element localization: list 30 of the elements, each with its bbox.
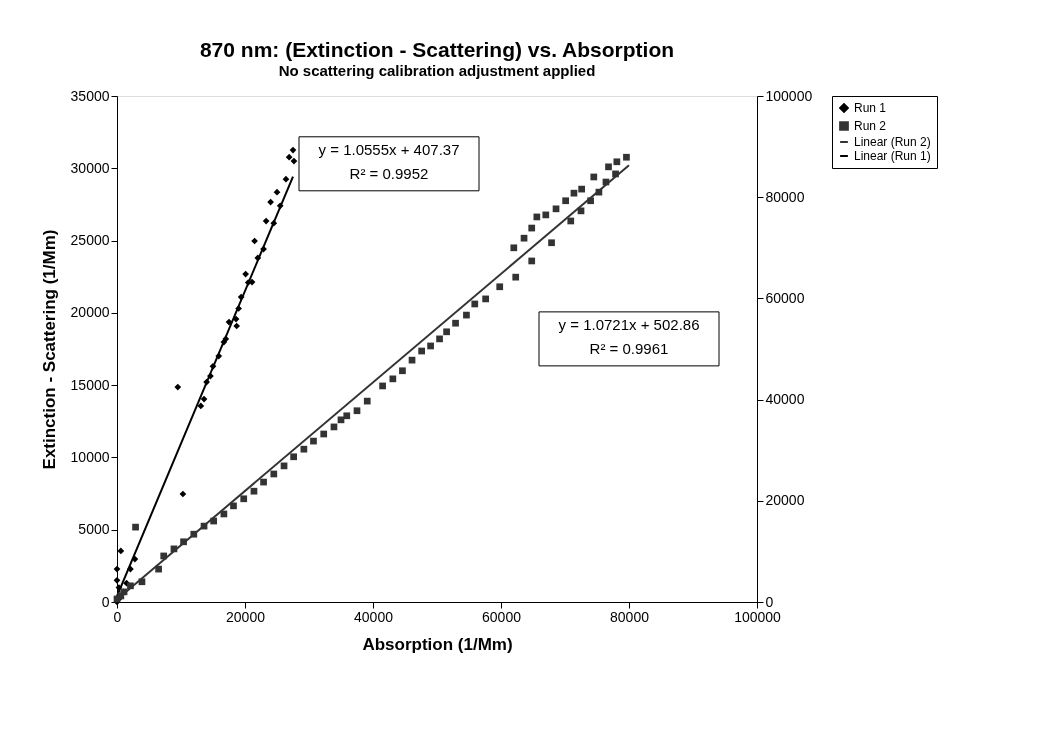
x-axis-title: Absorption (1/Mm) (362, 634, 513, 654)
y-tick-label: 15000 (70, 376, 110, 393)
y-tick-label: 30000 (70, 159, 110, 176)
legend-label: Run 1 (854, 101, 887, 115)
y-tick-label: 0 (101, 593, 110, 610)
x-tick-label: 20000 (226, 608, 266, 625)
x-tick-label: 100000 (734, 608, 782, 625)
x-tick-label: 0 (113, 608, 122, 625)
x-tick-label: 80000 (610, 608, 650, 625)
y-tick-label: 35000 (70, 87, 110, 104)
legend-label: Linear (Run 1) (854, 149, 931, 163)
y2-tick-label: 0 (765, 593, 774, 610)
x-tick-label: 60000 (482, 608, 522, 625)
y-tick-label: 10000 (70, 448, 110, 465)
y2-tick-label: 100000 (765, 87, 813, 104)
y-tick-label: 20000 (70, 304, 110, 321)
chart-title: 870 nm: (Extinction - Scattering) vs. Absorption (199, 38, 675, 61)
y2-tick-label: 80000 (765, 188, 805, 205)
y-axis-title: Extinction - Scattering (1/Mm) (39, 229, 59, 470)
legend-label: Linear (Run 2) (854, 135, 931, 149)
annotation: y = 1.0721x + 502.86 R² = 0.9961 (558, 315, 700, 357)
y-tick-label: 5000 (78, 521, 110, 538)
legend-label: Run 2 (854, 119, 887, 133)
y2-tick-label: 60000 (765, 289, 805, 306)
y-tick-label: 25000 (70, 232, 110, 249)
annotation: y = 1.0555x + 407.37 R² = 0.9952 (318, 140, 460, 182)
y2-tick-label: 40000 (765, 391, 805, 408)
y2-tick-label: 20000 (765, 492, 805, 509)
chart-subtitle: No scattering calibration adjustment applied (278, 62, 596, 79)
x-tick-label: 40000 (354, 608, 394, 625)
